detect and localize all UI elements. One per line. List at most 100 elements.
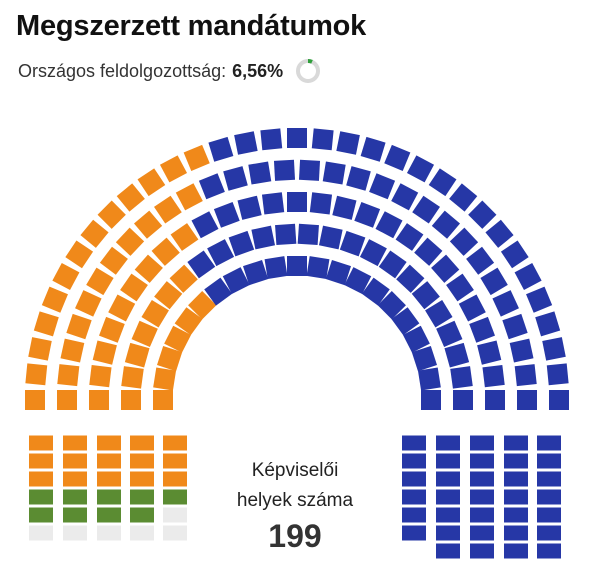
seat — [63, 525, 87, 541]
seat — [261, 192, 285, 215]
seat — [402, 435, 426, 451]
seat — [431, 210, 460, 239]
seat — [163, 471, 187, 487]
seat — [436, 525, 460, 541]
seat — [75, 290, 102, 317]
seat — [92, 340, 117, 365]
processing-label: Országos feldolgozottság: — [18, 60, 227, 81]
seat — [339, 230, 366, 257]
processing-status: Országos feldolgozottság: 6,56% — [18, 58, 321, 84]
seat — [154, 195, 182, 224]
seat — [124, 342, 150, 368]
seat — [97, 435, 121, 451]
seat — [130, 525, 154, 541]
seat — [97, 507, 121, 523]
seat — [97, 471, 121, 487]
seat — [470, 525, 494, 541]
seat — [237, 195, 262, 220]
seat — [466, 246, 495, 275]
seat — [482, 364, 505, 388]
seat — [546, 363, 569, 386]
seat — [537, 489, 561, 505]
page-title: Megszerzett mandátumok — [16, 10, 367, 42]
seat — [28, 337, 52, 361]
seat — [52, 262, 80, 291]
seat — [29, 435, 53, 451]
seat — [375, 211, 403, 239]
seat — [436, 489, 460, 505]
seat — [191, 211, 219, 239]
seat — [446, 273, 474, 302]
seat — [156, 345, 183, 372]
seat — [428, 168, 457, 197]
seat — [33, 311, 59, 337]
seat — [63, 489, 87, 505]
seat — [63, 435, 87, 451]
seat — [65, 240, 94, 269]
seat — [63, 471, 87, 487]
seat — [402, 489, 426, 505]
seat — [175, 183, 203, 211]
seat — [514, 364, 537, 387]
seat — [453, 390, 473, 410]
seat — [287, 192, 307, 212]
seat — [436, 453, 460, 469]
seat — [514, 262, 542, 291]
seat — [509, 338, 534, 363]
seat — [121, 390, 141, 410]
center-caption: Képviselői helyek száma — [195, 456, 395, 516]
seat — [421, 390, 441, 410]
seat — [344, 267, 372, 295]
seat — [115, 227, 145, 256]
seat — [63, 453, 87, 469]
seat — [131, 320, 158, 348]
seat — [411, 281, 440, 310]
seat — [537, 507, 561, 523]
seat — [504, 471, 528, 487]
seat — [29, 525, 53, 541]
seat — [504, 453, 528, 469]
seat — [228, 230, 255, 257]
seat — [141, 299, 169, 328]
seat — [402, 325, 430, 353]
seat — [444, 342, 470, 368]
seat — [248, 161, 272, 185]
seat — [517, 390, 537, 410]
seat — [325, 259, 352, 286]
seat — [535, 311, 561, 337]
seat — [297, 223, 319, 246]
seat — [170, 223, 199, 251]
seat — [470, 489, 494, 505]
seat — [485, 390, 505, 410]
seat — [406, 155, 435, 183]
seat — [378, 250, 407, 279]
progress-ring-fill — [296, 59, 321, 83]
seat — [537, 543, 561, 559]
seat — [391, 307, 420, 336]
seat — [322, 161, 346, 185]
seat — [468, 200, 497, 229]
seat — [242, 259, 269, 286]
seat — [164, 325, 192, 353]
seat — [492, 290, 519, 317]
seat — [121, 366, 144, 389]
seat — [417, 367, 441, 391]
seat — [298, 159, 321, 181]
seat — [436, 507, 460, 523]
seat — [264, 256, 288, 280]
seat — [402, 525, 426, 541]
seat — [360, 136, 386, 162]
seat — [369, 173, 396, 200]
seat — [57, 390, 77, 410]
seat — [500, 240, 529, 269]
seat — [66, 313, 92, 340]
seat — [134, 210, 163, 239]
seat — [169, 264, 198, 293]
seat — [504, 507, 528, 523]
seat — [163, 453, 187, 469]
seat — [359, 239, 387, 267]
seat — [458, 294, 486, 322]
seat — [504, 489, 528, 505]
seat — [470, 453, 494, 469]
